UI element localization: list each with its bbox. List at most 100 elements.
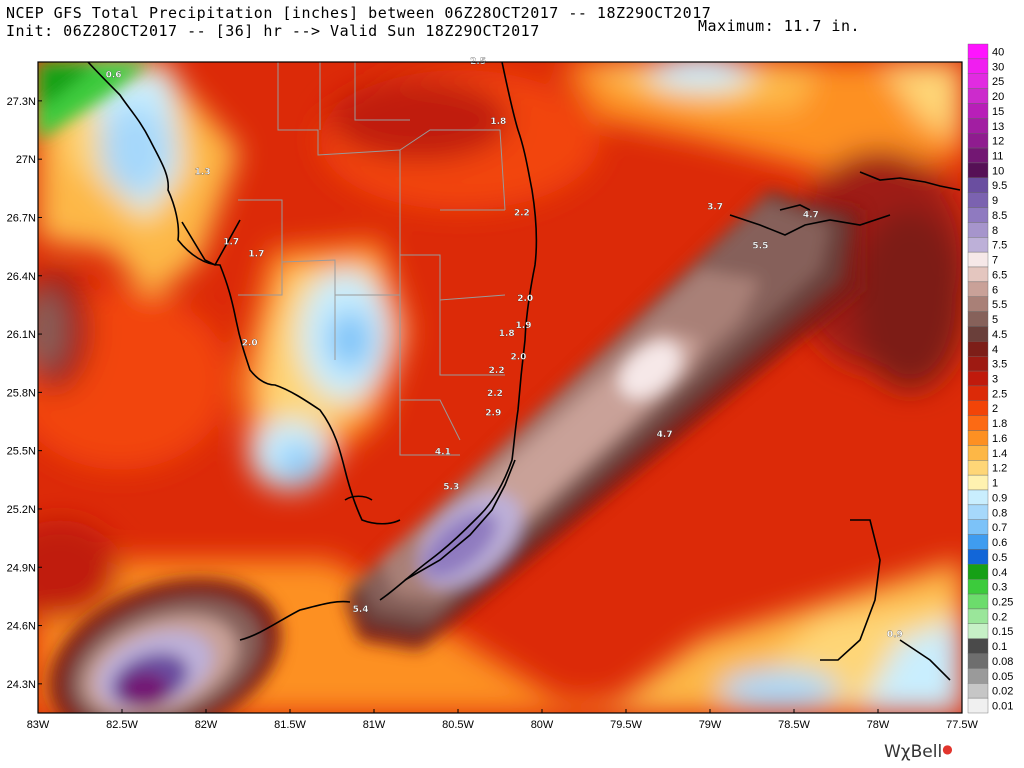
- plot-frame: [37, 61, 963, 714]
- colorbar-swatch: [967, 88, 989, 104]
- colorbar-label: 6.5: [992, 269, 1007, 281]
- colorbar-swatch: [967, 296, 989, 312]
- colorbar-swatch: [967, 579, 989, 595]
- colorbar-swatch: [967, 43, 989, 60]
- colorbar-label: 0.02: [992, 686, 1013, 698]
- colorbar-swatch: [967, 177, 989, 193]
- map-value-label: 1.7: [223, 238, 239, 248]
- colorbar-swatch: [967, 341, 989, 357]
- map-value-label: 2.0: [511, 352, 527, 362]
- colorbar-swatch: [967, 326, 989, 342]
- map-value-label: 2.9: [485, 409, 501, 419]
- colorbar-swatch: [967, 311, 989, 327]
- colorbar-label: 20: [992, 91, 1004, 103]
- colorbar-label: 3.5: [992, 359, 1007, 371]
- colorbar-label: 30: [992, 61, 1004, 73]
- colorbar-swatch: [967, 445, 989, 461]
- colorbar-label: 0.4: [992, 567, 1007, 579]
- map-value-label: 2.0: [517, 294, 533, 304]
- colorbar-label: 7: [992, 255, 998, 267]
- colorbar-swatch: [967, 534, 989, 550]
- colorbar-label: 10: [992, 165, 1004, 177]
- colorbar-label: 0.9: [992, 492, 1007, 504]
- colorbar-swatch: [967, 162, 989, 179]
- colorbar-legend: 4030252015131211109.598.587.576.565.554.…: [967, 43, 1013, 714]
- colorbar-swatch: [967, 222, 989, 238]
- colorbar-label: 0.6: [992, 537, 1007, 549]
- map-value-labels: 0.62.51.81.32.23.74.71.71.75.52.01.91.82…: [106, 57, 903, 640]
- map-value-label: 4.1: [435, 448, 451, 458]
- colorbar-label: 5: [992, 314, 998, 326]
- lon-label: 80.5W: [442, 719, 474, 731]
- lon-label: 77.5W: [946, 719, 978, 731]
- lon-label: 80W: [531, 719, 554, 731]
- map-value-label: 2.0: [242, 339, 258, 349]
- colorbar-swatch: [967, 623, 989, 639]
- colorbar-swatch: [967, 668, 989, 684]
- map-title: NCEP GFS Total Precipitation [inches] be…: [6, 4, 712, 22]
- colorbar-label: 1.8: [992, 418, 1007, 430]
- map-value-label: 1.8: [490, 117, 506, 127]
- colorbar-label: 1.4: [992, 448, 1007, 460]
- map-value-label: 2.2: [487, 389, 503, 399]
- lat-label: 24.3N: [7, 679, 36, 691]
- colorbar-swatch: [967, 474, 989, 491]
- map-value-label: 4.7: [803, 210, 819, 220]
- colorbar-label: 1.2: [992, 463, 1007, 475]
- colorbar-swatch: [967, 519, 989, 535]
- colorbar-label: 4: [992, 344, 998, 356]
- lat-label: 25.5N: [7, 446, 36, 458]
- lat-label: 27N: [16, 154, 36, 166]
- colorbar-label: 0.7: [992, 522, 1007, 534]
- map-value-label: 4.7: [657, 430, 673, 440]
- colorbar-label: 6: [992, 284, 998, 296]
- colorbar-label: 0.05: [992, 671, 1013, 683]
- colorbar-swatch: [967, 192, 989, 208]
- lat-label: 25.2N: [7, 504, 36, 516]
- colorbar-label: 0.2: [992, 611, 1007, 623]
- colorbar-swatch: [967, 638, 989, 654]
- map-maximum: Maximum: 11.7 in.: [698, 17, 861, 35]
- colorbar-label: 15: [992, 106, 1004, 118]
- lon-label: 79W: [699, 719, 722, 731]
- lon-label: 81W: [363, 719, 386, 731]
- lat-label: 26.7N: [7, 212, 36, 224]
- colorbar-label: 2: [992, 403, 998, 415]
- map-value-label: 5.3: [443, 483, 459, 493]
- colorbar-swatch: [967, 147, 989, 164]
- colorbar-swatch: [967, 683, 989, 699]
- colorbar-label: 2.5: [992, 388, 1007, 400]
- colorbar-label: 9: [992, 195, 998, 207]
- lon-label: 78.5W: [778, 719, 810, 731]
- colorbar-label: 9.5: [992, 180, 1007, 192]
- colorbar-swatch: [967, 430, 989, 446]
- colorbar-label: 12: [992, 136, 1004, 148]
- colorbar-label: 8: [992, 225, 998, 237]
- lon-label: 82.5W: [106, 719, 138, 731]
- map-value-label: 2.2: [514, 209, 530, 219]
- colorbar-label: 5.5: [992, 299, 1007, 311]
- colorbar-label: 40: [992, 46, 1004, 58]
- map-value-label: 1.3: [195, 168, 211, 178]
- colorbar-label: 1.6: [992, 433, 1007, 445]
- map-value-label: 3.7: [707, 203, 723, 213]
- colorbar-label: 0.3: [992, 582, 1007, 594]
- colorbar-swatch: [967, 504, 989, 520]
- map-value-label: 5.4: [353, 605, 369, 615]
- colorbar-swatch: [967, 73, 989, 89]
- colorbar-label: 0.01: [992, 701, 1013, 713]
- colorbar-label: 3: [992, 374, 998, 386]
- coastline: [87, 62, 961, 681]
- map-value-label: 1.7: [248, 249, 264, 259]
- colorbar-label: 0.08: [992, 656, 1013, 668]
- colorbar-swatch: [967, 608, 989, 625]
- colorbar-label: 7.5: [992, 240, 1007, 252]
- colorbar-label: 0.25: [992, 597, 1013, 609]
- colorbar-swatch: [967, 251, 989, 268]
- colorbar-swatch: [967, 653, 989, 669]
- wxbell-logo: WχBell●: [884, 742, 953, 762]
- colorbar-swatch: [967, 207, 989, 223]
- lat-label: 27.3N: [7, 96, 36, 108]
- colorbar-swatch: [967, 385, 989, 401]
- colorbar-label: 8.5: [992, 210, 1007, 222]
